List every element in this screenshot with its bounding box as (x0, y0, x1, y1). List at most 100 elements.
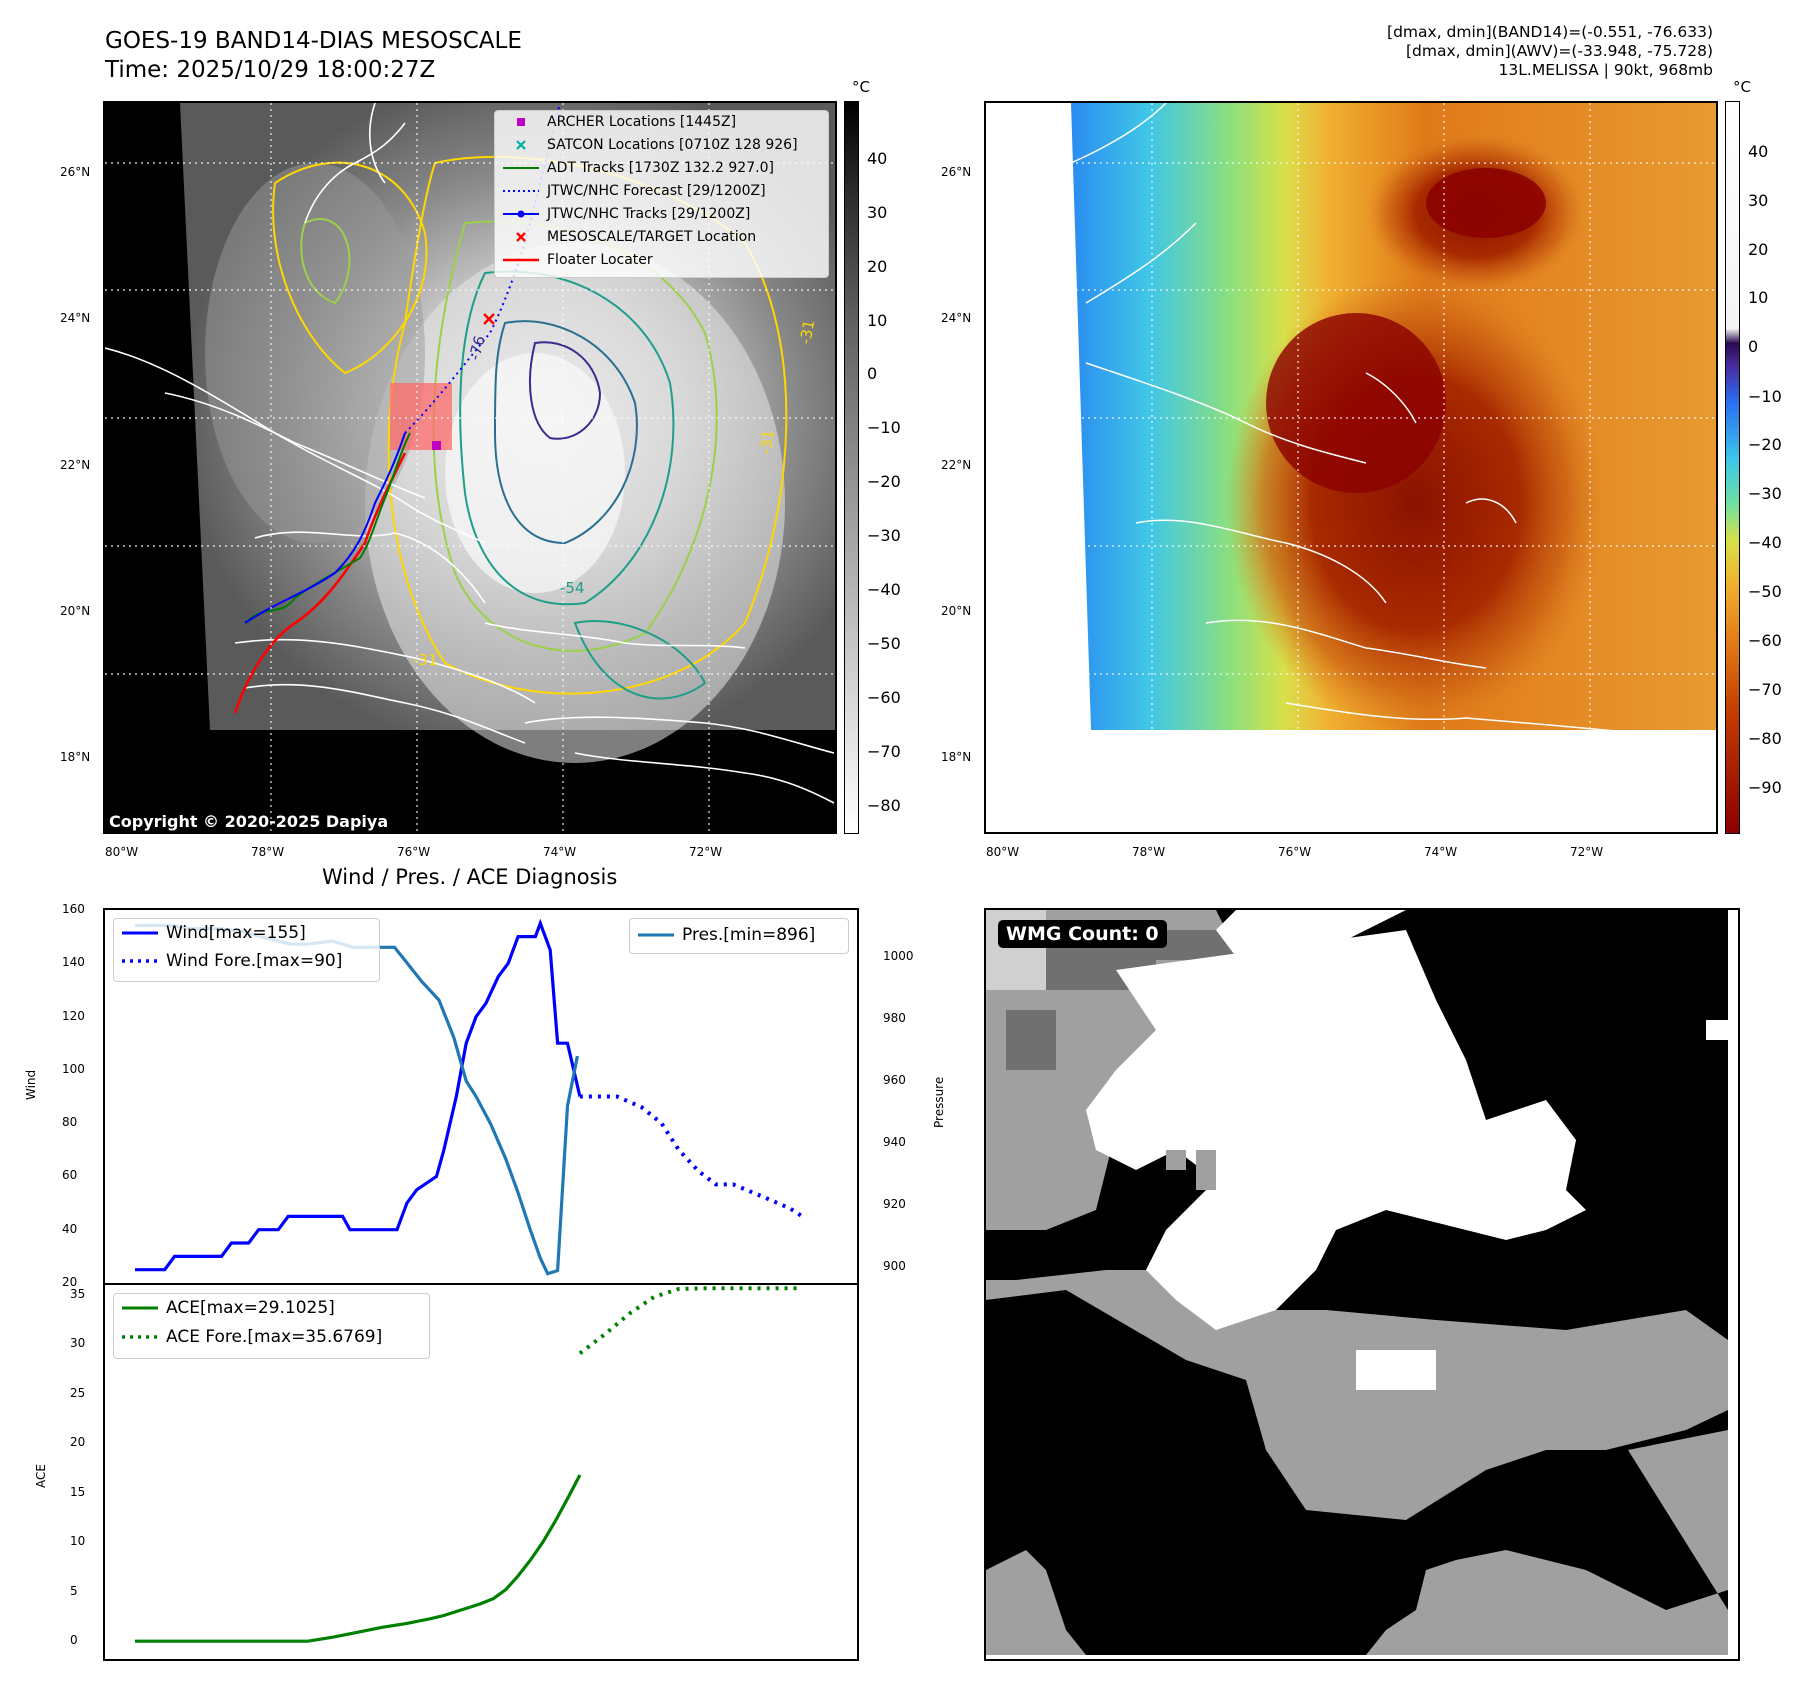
wind-ytick: 140 (62, 955, 85, 970)
ir-colorbar-tick: −40 (867, 580, 901, 599)
wind-ytick: 120 (62, 1008, 85, 1023)
ir-colorbar-tick: −30 (867, 526, 901, 545)
ir-colorbar-tick: −80 (867, 796, 901, 815)
line-icon (503, 258, 539, 262)
awv-colorbar-tick: 10 (1748, 288, 1769, 307)
ir-colorbar-tick: 0 (867, 364, 878, 383)
lon-label: 78°W (251, 845, 285, 859)
ir-colorbar-tick: 40 (867, 149, 888, 168)
legend-target: MESOSCALE/TARGET Location (495, 226, 828, 249)
awv-colorbar-tick: −70 (1748, 680, 1782, 699)
ace-ytick: 0 (70, 1633, 78, 1648)
lon-label: 74°W (543, 845, 577, 859)
ir-colorbar-tick: 30 (867, 203, 888, 222)
lon-label: 76°W (1278, 845, 1312, 859)
lon-label: 72°W (1570, 845, 1604, 859)
legend-wind-fore: Wind Fore.[max=90] (114, 947, 379, 975)
ir-map-panel: -76 -31 -54 -31 -31 ARCHER Locations [14… (103, 101, 837, 834)
lat-label: 22°N (941, 458, 972, 472)
legend-floater: Floater Locater (495, 249, 828, 272)
legend-adt: ADT Tracks [1730Z 132.2 927.0] (495, 157, 828, 180)
ir-colorbar-tick: −60 (867, 688, 901, 707)
ir-colorbar-tick: −50 (867, 634, 901, 653)
ace-ylabel: ACE (34, 1464, 48, 1488)
series-line-0 (135, 1474, 582, 1643)
wmg-mask (986, 910, 1738, 1659)
wind-legend: Wind[max=155] Wind Fore.[max=90] (113, 918, 380, 982)
lat-label: 18°N (941, 750, 972, 764)
ace-plot (135, 1286, 803, 1643)
lon-label: 78°W (1132, 845, 1166, 859)
awv-colorbar-tick: −80 (1748, 729, 1782, 748)
legend-ace: ACE[max=29.1025] (114, 1294, 429, 1323)
lon-label: 80°W (105, 845, 139, 859)
legend-forecast: JTWC/NHC Forecast [29/1200Z] (495, 180, 828, 203)
awv-colorbar-tick: −50 (1748, 582, 1782, 601)
wind-ytick: 100 (62, 1061, 85, 1076)
awv-range: [dmax, dmin](AWV)=(-33.948, -75.728) (1406, 42, 1713, 60)
ace-ytick: 5 (70, 1583, 78, 1598)
awv-colorbar-tick: 0 (1748, 337, 1759, 356)
ace-ytick: 35 (70, 1286, 86, 1301)
lat-label: 18°N (60, 750, 91, 764)
wind-ytick: 80 (62, 1115, 78, 1130)
diagnosis-title: Wind / Pres. / ACE Diagnosis (322, 865, 618, 889)
band14-range: [dmax, dmin](BAND14)=(-0.551, -76.633) (1387, 23, 1713, 41)
pressure-legend: Pres.[min=896] (629, 918, 849, 954)
pressure-ytick: 1000 (883, 948, 914, 963)
legend-pressure: Pres.[min=896] (630, 919, 848, 951)
wind-pressure-panel: Wind[max=155] Wind Fore.[max=90] Pres.[m… (103, 908, 859, 1285)
awv-colorbar-tick: −60 (1748, 631, 1782, 650)
legend-wind: Wind[max=155] (114, 919, 379, 947)
wind-ytick: 60 (62, 1168, 78, 1183)
legend-archer: ARCHER Locations [1445Z] (495, 111, 828, 134)
awv-colorbar-tick: −90 (1748, 778, 1782, 797)
ir-colorbar-tick: 10 (867, 311, 888, 330)
copyright-text: Copyright © 2020-2025 Dapiya (109, 812, 389, 831)
lat-label: 22°N (60, 458, 91, 472)
pressure-ytick: 960 (883, 1072, 906, 1087)
contour-label-54: -54 (560, 579, 585, 597)
lon-label: 76°W (397, 845, 431, 859)
line-icon (503, 167, 539, 169)
awv-colorbar (1725, 101, 1740, 834)
wmg-panel: WMG Count: 0 (984, 908, 1740, 1661)
ace-ytick: 10 (70, 1534, 86, 1549)
legend-tracks: JTWC/NHC Tracks [29/1200Z] (495, 203, 828, 226)
awv-colorbar-tick: −10 (1748, 387, 1782, 406)
ir-map-legend: ARCHER Locations [1445Z] SATCON Location… (494, 110, 829, 278)
dotted-line-icon (503, 190, 539, 192)
series-line-1 (579, 1094, 804, 1219)
lat-label: 20°N (60, 604, 91, 618)
ir-colorbar (844, 101, 859, 834)
ace-ytick: 30 (70, 1336, 86, 1351)
x-marker-icon (516, 232, 526, 242)
legend-satcon: SATCON Locations [0710Z 128 926] (495, 134, 828, 157)
pressure-ytick: 980 (883, 1010, 906, 1025)
lat-label: 24°N (941, 311, 972, 325)
target-marker (483, 313, 495, 325)
awv-colorbar-tick: 20 (1748, 240, 1769, 259)
ace-ytick: 25 (70, 1385, 86, 1400)
archer-marker (432, 441, 441, 450)
awv-map-panel (984, 101, 1718, 834)
storm-info: 13L.MELISSA | 90kt, 968mb (1498, 61, 1713, 79)
contour-label-31b: -31 (413, 651, 438, 669)
ace-ytick: 20 (70, 1435, 86, 1450)
lon-label: 80°W (986, 845, 1020, 859)
awv-colorbar-tick: 30 (1748, 191, 1769, 210)
pressure-ytick: 900 (883, 1259, 906, 1274)
ace-ytick: 15 (70, 1484, 86, 1499)
wind-ylabel: Wind (24, 1069, 38, 1100)
contour-label-31a: -31 (757, 429, 778, 455)
line-dot-icon (503, 210, 539, 218)
line-icon (122, 931, 158, 935)
floater-box (390, 383, 452, 450)
chart-time: Time: 2025/10/29 18:00:27Z (105, 57, 436, 83)
wind-ytick: 20 (62, 1275, 78, 1289)
awv-colorbar-unit: °C (1733, 78, 1751, 96)
ir-colorbar-tick: −10 (867, 418, 901, 437)
wmg-count-badge: WMG Count: 0 (998, 920, 1167, 948)
series-line-1 (578, 1286, 803, 1355)
dotted-line-icon (122, 959, 158, 963)
